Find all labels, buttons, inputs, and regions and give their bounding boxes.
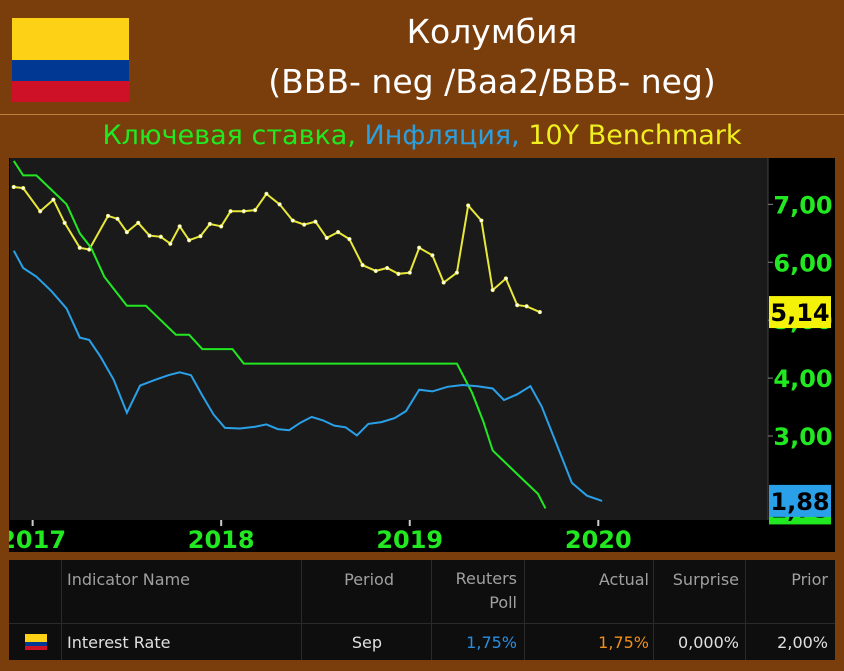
last-value-label: 1,88: [770, 488, 829, 516]
x-tick-label: 2020: [565, 526, 632, 552]
subtitle-key-rate: Ключевая ставка,: [102, 120, 365, 151]
header-period: Period: [344, 570, 394, 589]
series-point: [324, 235, 329, 241]
subtitle-inflation: Инфляция,: [364, 120, 529, 151]
series-point: [290, 218, 295, 223]
series-point: [277, 202, 282, 207]
line-chart: 20172018201920207,006,005,004,003,00 5,1…: [9, 158, 833, 552]
indicator-table: Indicator Name Period Reuters Poll Actua…: [9, 560, 835, 660]
series-point: [77, 245, 82, 250]
series-point: [441, 280, 446, 285]
series-point: [537, 309, 542, 315]
series-point: [62, 220, 67, 225]
credit-ratings: (BBB- neg /Baa2/BBB- neg): [268, 62, 716, 101]
series-point: [335, 230, 341, 235]
subtitle-benchmark: 10Y Benchmark: [528, 120, 742, 151]
series-point: [136, 220, 141, 225]
series-point: [347, 236, 352, 242]
colombia-flag-icon: [12, 18, 129, 102]
last-value-badge: [769, 484, 831, 517]
row-period: Sep: [351, 633, 382, 652]
header: Колумбия (BBB- neg /Baa2/BBB- neg): [0, 0, 844, 113]
series-point: [490, 287, 495, 293]
y-tick-label: 6,00: [773, 249, 832, 277]
header-reuters-poll: Reuters Poll: [455, 569, 517, 612]
series-point: [207, 221, 212, 227]
header-surprise: Surprise: [672, 570, 739, 589]
series-point: [105, 213, 111, 219]
series-point: [21, 186, 26, 191]
series-point: [360, 263, 365, 268]
last-value-badge: [769, 296, 831, 329]
series-point: [264, 191, 269, 197]
series-point: [313, 219, 318, 224]
last-value-label: 5,14: [770, 299, 829, 327]
series-point: [198, 234, 203, 239]
series-point: [187, 238, 192, 243]
header-indicator-name: Indicator Name: [67, 570, 190, 589]
series-point: [479, 218, 484, 223]
row-surprise: 0,000%: [677, 633, 739, 652]
series-point: [219, 224, 224, 229]
y-tick-label: 3,00: [773, 423, 832, 451]
series-point: [168, 241, 173, 246]
header-prior: Prior: [791, 570, 828, 589]
series-point: [466, 203, 471, 208]
chart-area: 20172018201920207,006,005,004,003,00 5,1…: [9, 158, 835, 552]
series-point: [302, 222, 307, 227]
series-point: [417, 245, 422, 250]
series-point: [177, 224, 182, 229]
x-tick-label: 2017: [9, 526, 66, 552]
series-point: [124, 230, 130, 235]
series-point: [147, 233, 152, 238]
y-tick-label: 4,00: [773, 365, 832, 393]
series-point: [38, 209, 43, 214]
x-tick-label: 2018: [188, 526, 255, 552]
header-actual: Actual: [598, 570, 649, 589]
row-actual: 1,75%: [598, 633, 649, 652]
series-point: [373, 268, 378, 274]
chart-subtitle: Ключевая ставка, Инфляция, 10Y Benchmark: [0, 114, 844, 157]
colombia-flag-icon: [25, 634, 47, 650]
series-point: [524, 304, 529, 309]
series-point: [407, 270, 412, 275]
row-reuters-poll: 1,75%: [466, 633, 517, 652]
series-point: [515, 303, 520, 308]
series-point: [228, 209, 233, 214]
row-prior: 2,00%: [777, 633, 828, 652]
series-point: [503, 276, 509, 281]
row-indicator-name[interactable]: Interest Rate: [67, 633, 171, 652]
series-point: [241, 209, 246, 214]
series-point: [385, 265, 390, 271]
x-tick-label: 2019: [376, 526, 443, 552]
series-line: [13, 186, 541, 314]
series-point: [396, 271, 401, 276]
series-point: [454, 270, 459, 275]
series-point: [51, 197, 56, 202]
series-point: [158, 234, 163, 239]
page-title: Колумбия: [406, 12, 578, 51]
series-point: [253, 208, 258, 213]
series-point: [11, 184, 16, 190]
series-line: [12, 250, 603, 502]
series-point: [430, 253, 435, 258]
series-point: [115, 216, 120, 221]
y-tick-label: 7,00: [773, 191, 832, 219]
series-line: [12, 160, 547, 509]
